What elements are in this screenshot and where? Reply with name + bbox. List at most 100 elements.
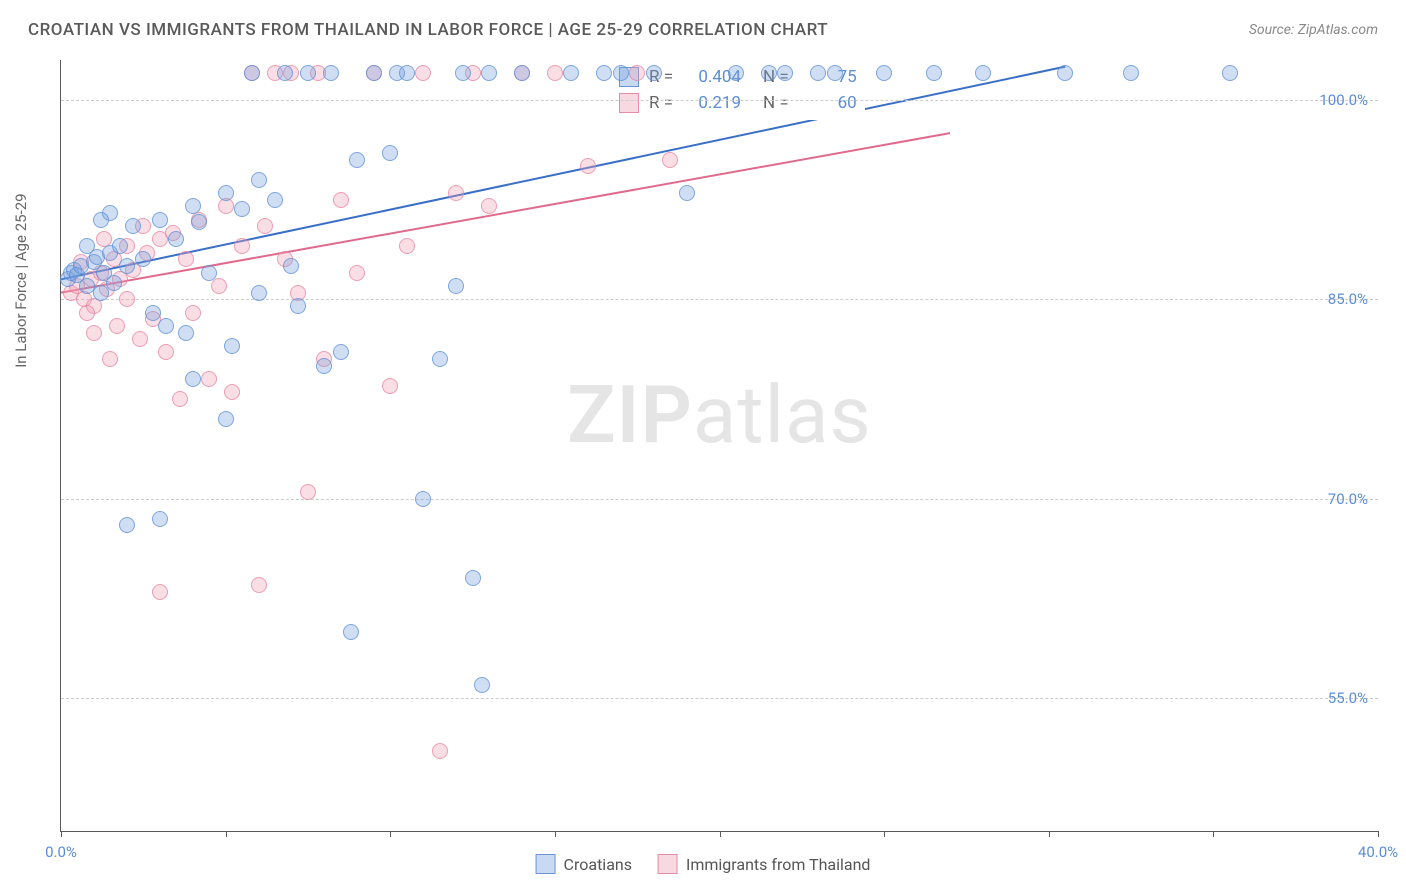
scatter-point	[662, 152, 678, 168]
scatter-point	[125, 218, 141, 234]
scatter-point	[119, 258, 135, 274]
scatter-point	[102, 351, 118, 367]
scatter-chart: In Labor Force | Age 25-29 ZIPatlas R =0…	[60, 60, 1378, 832]
scatter-point	[343, 624, 359, 640]
scatter-point	[152, 584, 168, 600]
scatter-point	[316, 358, 332, 374]
scatter-point	[415, 65, 431, 81]
scatter-point	[777, 65, 793, 81]
watermark-atlas: atlas	[693, 368, 872, 462]
scatter-point	[474, 677, 490, 693]
scatter-point	[234, 238, 250, 254]
scatter-point	[349, 265, 365, 281]
scatter-point	[152, 511, 168, 527]
scatter-point	[185, 198, 201, 214]
scatter-point	[300, 65, 316, 81]
scatter-point	[290, 298, 306, 314]
legend-stat-row: R =0.219N =60	[619, 90, 857, 116]
scatter-point	[158, 344, 174, 360]
gridline	[61, 499, 1378, 500]
scatter-point	[244, 65, 260, 81]
x-tick	[555, 831, 556, 837]
scatter-point	[333, 344, 349, 360]
trend-line	[61, 67, 1065, 280]
scatter-point	[333, 192, 349, 208]
scatter-point	[86, 325, 102, 341]
scatter-point	[79, 238, 95, 254]
scatter-point	[366, 65, 382, 81]
scatter-point	[613, 65, 629, 81]
scatter-point	[224, 384, 240, 400]
scatter-point	[152, 212, 168, 228]
scatter-point	[975, 65, 991, 81]
legend-label: Croatians	[564, 855, 632, 874]
x-tick	[884, 831, 885, 837]
scatter-point	[109, 318, 125, 334]
scatter-point	[218, 185, 234, 201]
scatter-point	[218, 411, 234, 427]
legend-label: Immigrants from Thailand	[686, 855, 870, 874]
scatter-point	[119, 291, 135, 307]
scatter-point	[112, 238, 128, 254]
scatter-point	[158, 318, 174, 334]
scatter-point	[257, 218, 273, 234]
scatter-point	[382, 378, 398, 394]
scatter-point	[580, 158, 596, 174]
scatter-point	[251, 285, 267, 301]
scatter-point	[679, 185, 695, 201]
watermark: ZIPatlas	[567, 368, 872, 462]
scatter-point	[172, 391, 188, 407]
scatter-point	[728, 65, 744, 81]
scatter-point	[399, 238, 415, 254]
scatter-point	[596, 65, 612, 81]
gridline	[61, 100, 1378, 101]
scatter-point	[448, 278, 464, 294]
scatter-point	[132, 331, 148, 347]
watermark-zip: ZIP	[567, 368, 693, 462]
x-tick	[1378, 831, 1379, 837]
scatter-point	[93, 212, 109, 228]
scatter-point	[563, 65, 579, 81]
scatter-point	[224, 338, 240, 354]
legend-swatch	[536, 854, 556, 874]
scatter-point	[267, 192, 283, 208]
x-tick	[226, 831, 227, 837]
scatter-point	[185, 305, 201, 321]
n-label: N =	[763, 93, 789, 113]
scatter-point	[876, 65, 892, 81]
y-tick-label: 55.0%	[1328, 689, 1368, 707]
scatter-point	[415, 491, 431, 507]
scatter-point	[1222, 65, 1238, 81]
scatter-point	[646, 65, 662, 81]
y-axis-title: In Labor Force | Age 25-29	[12, 193, 30, 367]
scatter-point	[323, 65, 339, 81]
scatter-point	[191, 214, 207, 230]
y-tick-label: 100.0%	[1319, 91, 1368, 109]
scatter-point	[251, 577, 267, 593]
scatter-point	[178, 325, 194, 341]
scatter-point	[382, 145, 398, 161]
scatter-point	[185, 371, 201, 387]
legend-item: Croatians	[536, 854, 632, 874]
scatter-point	[135, 251, 151, 267]
scatter-point	[827, 65, 843, 81]
chart-header: CROATIAN VS IMMIGRANTS FROM THAILAND IN …	[0, 0, 1406, 52]
scatter-point	[455, 65, 471, 81]
scatter-point	[106, 275, 122, 291]
scatter-point	[201, 265, 217, 281]
scatter-point	[547, 65, 563, 81]
legend-swatch	[658, 854, 678, 874]
scatter-point	[481, 65, 497, 81]
scatter-point	[481, 198, 497, 214]
scatter-point	[119, 517, 135, 533]
scatter-point	[283, 258, 299, 274]
scatter-point	[300, 484, 316, 500]
n-value: 60	[799, 93, 857, 113]
scatter-point	[1123, 65, 1139, 81]
chart-title: CROATIAN VS IMMIGRANTS FROM THAILAND IN …	[28, 20, 828, 40]
scatter-point	[201, 371, 217, 387]
scatter-point	[234, 201, 250, 217]
x-tick	[61, 831, 62, 837]
scatter-point	[399, 65, 415, 81]
scatter-point	[145, 305, 161, 321]
